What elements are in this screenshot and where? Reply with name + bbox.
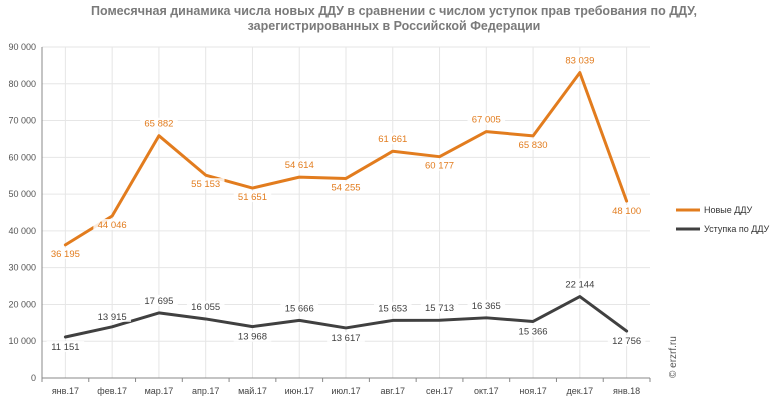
grid-lines	[41, 46, 650, 379]
data-label-new-ddu: 65 830	[519, 140, 548, 151]
x-tick-label: янв.17	[52, 386, 79, 396]
x-tick-label: дек.17	[566, 386, 593, 396]
y-tick-label: 20 000	[8, 299, 36, 309]
series-line-new-ddu	[63, 71, 629, 247]
data-label-bg	[327, 331, 365, 343]
x-tick-label: сен.17	[426, 386, 453, 396]
data-label-bg	[467, 299, 506, 311]
x-tick-label: ноя.17	[519, 386, 546, 396]
data-label-ustupka: 13 968	[238, 332, 267, 343]
y-tick-label: 80 000	[8, 79, 36, 89]
data-label-new-ddu: 54 255	[331, 182, 360, 193]
x-tick-label: фев.17	[97, 386, 127, 396]
data-label-new-ddu: 48 100	[612, 206, 641, 217]
data-label-ustupka: 17 695	[144, 296, 173, 307]
data-label-new-ddu: 44 046	[98, 220, 127, 231]
chart-title-line1: Помесячная динамика числа новых ДДУ в ср…	[91, 4, 697, 18]
y-tick-label: 30 000	[8, 263, 36, 273]
data-label-new-ddu: 36 195	[51, 249, 80, 260]
data-label-new-ddu: 67 005	[472, 115, 501, 126]
data-label-bg	[93, 219, 131, 231]
x-tick-label: июл.17	[331, 386, 360, 396]
data-label-new-ddu: 83 039	[565, 56, 594, 67]
data-label-bg	[514, 325, 552, 337]
data-label-bg	[420, 159, 459, 171]
data-label-bg	[607, 335, 646, 347]
data-label-bg	[186, 300, 225, 312]
data-label-bg	[280, 159, 319, 171]
y-tick-label: 40 000	[8, 226, 36, 236]
watermark: © erzrf.ru	[668, 336, 679, 378]
data-label-ustupka: 11 151	[51, 342, 79, 353]
data-label-bg	[327, 181, 365, 193]
y-tick-label: 90 000	[8, 42, 36, 52]
data-label-ustupka: 13 617	[331, 333, 360, 344]
y-tick-label: 50 000	[8, 189, 36, 199]
x-tick-label: мар.17	[145, 386, 174, 396]
data-label-bg	[233, 191, 272, 203]
legend-label: Новые ДДУ	[704, 205, 753, 215]
y-tick-label: 60 000	[8, 152, 36, 162]
data-label-bg	[420, 302, 459, 314]
data-label-ustupka: 12 756	[612, 336, 641, 347]
data-label-new-ddu: 61 661	[378, 134, 407, 145]
label-backgrounds	[46, 54, 646, 352]
data-label-new-ddu: 60 177	[425, 161, 454, 172]
data-label-bg	[186, 178, 225, 190]
data-label-ustupka: 16 365	[472, 301, 501, 312]
data-label-ustupka: 16 055	[191, 302, 220, 313]
x-tick-label: авг.17	[381, 386, 405, 396]
x-tick-label: май.17	[238, 386, 267, 396]
data-label-bg	[93, 310, 131, 322]
series-lines	[63, 71, 629, 339]
data-label-bg	[561, 278, 599, 290]
legend: Новые ДДУ Уступка по ДДУ	[676, 205, 770, 234]
data-label-ustupka: 15 366	[519, 326, 548, 337]
x-tick-label: июн.17	[285, 386, 314, 396]
x-tick-label: апр.17	[192, 386, 219, 396]
data-label-ustupka: 15 653	[378, 303, 407, 314]
y-tick-label: 70 000	[8, 116, 36, 126]
data-label-new-ddu: 51 651	[238, 192, 267, 203]
x-tick-label: янв.18	[613, 386, 640, 396]
data-label-bg	[467, 113, 506, 125]
x-tick-label: окт.17	[474, 386, 499, 396]
data-label-bg	[280, 302, 319, 314]
data-label-bg	[233, 330, 272, 342]
y-tick-label: 0	[31, 373, 36, 383]
data-label-ustupka: 15 713	[425, 303, 454, 314]
data-label-bg	[46, 340, 85, 352]
legend-label: Уступка по ДДУ	[704, 224, 770, 234]
data-label-bg	[140, 294, 178, 306]
data-label-bg	[46, 247, 85, 259]
y-axis-ticks: 0 10 000 20 000 30 000 40 000 50 000 60 000 70 …	[8, 42, 36, 383]
data-label-new-ddu: 55 153	[191, 179, 220, 190]
data-label-ustupka: 13 915	[98, 312, 127, 323]
data-labels: 36 195 44 046 65 882 55 153 51 651 54 614 54 2…	[46, 54, 646, 353]
data-label-bg	[514, 138, 552, 150]
x-axis-ticks: янв.17 фев.17 мар.17 апр.17 май.17 июн.17 июл.…	[41, 378, 651, 396]
data-label-bg	[607, 205, 646, 217]
y-tick-label: 10 000	[8, 336, 36, 346]
data-label-ustupka: 15 666	[285, 303, 314, 314]
data-label-bg	[140, 117, 178, 129]
series-line-ustupka	[63, 295, 629, 339]
data-label-ustupka: 22 144	[565, 280, 594, 291]
data-label-bg	[373, 302, 412, 314]
chart-title-line2: зарегистрированных в Российской Федераци…	[248, 19, 541, 33]
data-label-bg	[373, 133, 412, 145]
data-label-new-ddu: 65 882	[144, 119, 173, 130]
data-label-bg	[561, 54, 599, 66]
data-label-new-ddu: 54 614	[285, 160, 314, 171]
